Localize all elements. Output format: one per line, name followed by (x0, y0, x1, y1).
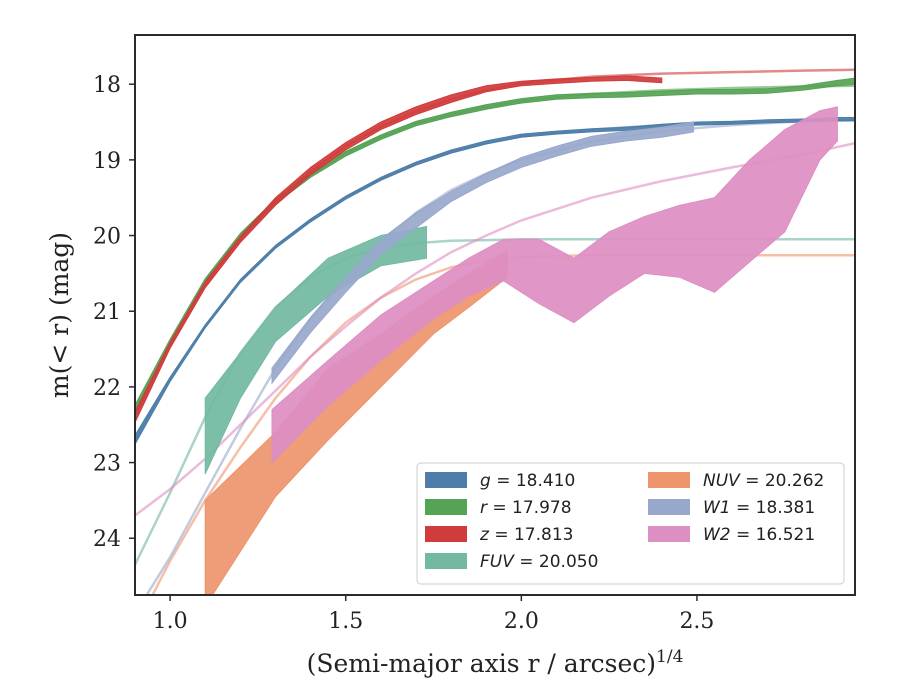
y-tick-label: 20 (93, 225, 121, 250)
series-layer (135, 68, 855, 595)
ticks-layer: 1.0 1.5 2.0 2.5 18 19 20 21 22 23 24 (93, 73, 714, 634)
legend-swatch (425, 499, 467, 515)
legend-label: W2 = 16.521 (703, 525, 815, 545)
y-axis-title: m(< r) (mag) (45, 232, 74, 398)
obs-band-3 (204, 225, 427, 475)
legend-swatch (425, 472, 467, 488)
x-axis-title-main: (Semi-major axis r / arcsec) (307, 649, 656, 678)
legend-label: z = 17.813 (479, 525, 573, 545)
x-tick-label: 2.5 (679, 609, 714, 634)
obs-band-0 (135, 117, 855, 446)
legend-swatch (425, 553, 467, 569)
legend-swatch (648, 526, 690, 542)
obs-band-6 (271, 106, 838, 464)
legend-label: NUV = 20.262 (703, 471, 824, 491)
x-tick-label: 1.5 (328, 609, 363, 634)
obs-band-2 (135, 75, 663, 423)
model-curve-6 (135, 141, 855, 517)
plot-frame (134, 34, 856, 596)
y-tick-label: 23 (93, 452, 121, 477)
y-tick-label: 19 (93, 149, 121, 174)
x-tick-label: 1.0 (153, 609, 188, 634)
legend-swatch (648, 499, 690, 515)
legend-swatch (648, 472, 690, 488)
legend-label: r = 17.978 (480, 498, 572, 518)
y-tick-label: 21 (93, 300, 121, 325)
legend: g = 18.410 r = 17.978 z = 17.813 FUV = 20.0… (416, 462, 845, 585)
x-axis-title-exponent: 1/4 (656, 647, 683, 667)
legend-frame (416, 462, 845, 585)
y-tick-label: 18 (93, 73, 121, 98)
y-tick-label: 24 (93, 527, 121, 552)
legend-swatch (425, 526, 467, 542)
obs-band-5 (271, 121, 694, 385)
y-tick-label: 22 (93, 376, 121, 401)
legend-label: W1 = 18.381 (703, 498, 815, 518)
x-tick-label: 2.0 (504, 609, 539, 634)
legend-label: g = 18.410 (480, 471, 575, 491)
obs-band-1 (135, 77, 855, 415)
legend-label: FUV = 20.050 (480, 552, 598, 572)
x-axis-title: (Semi-major axis r / arcsec)1/4 (307, 647, 684, 678)
